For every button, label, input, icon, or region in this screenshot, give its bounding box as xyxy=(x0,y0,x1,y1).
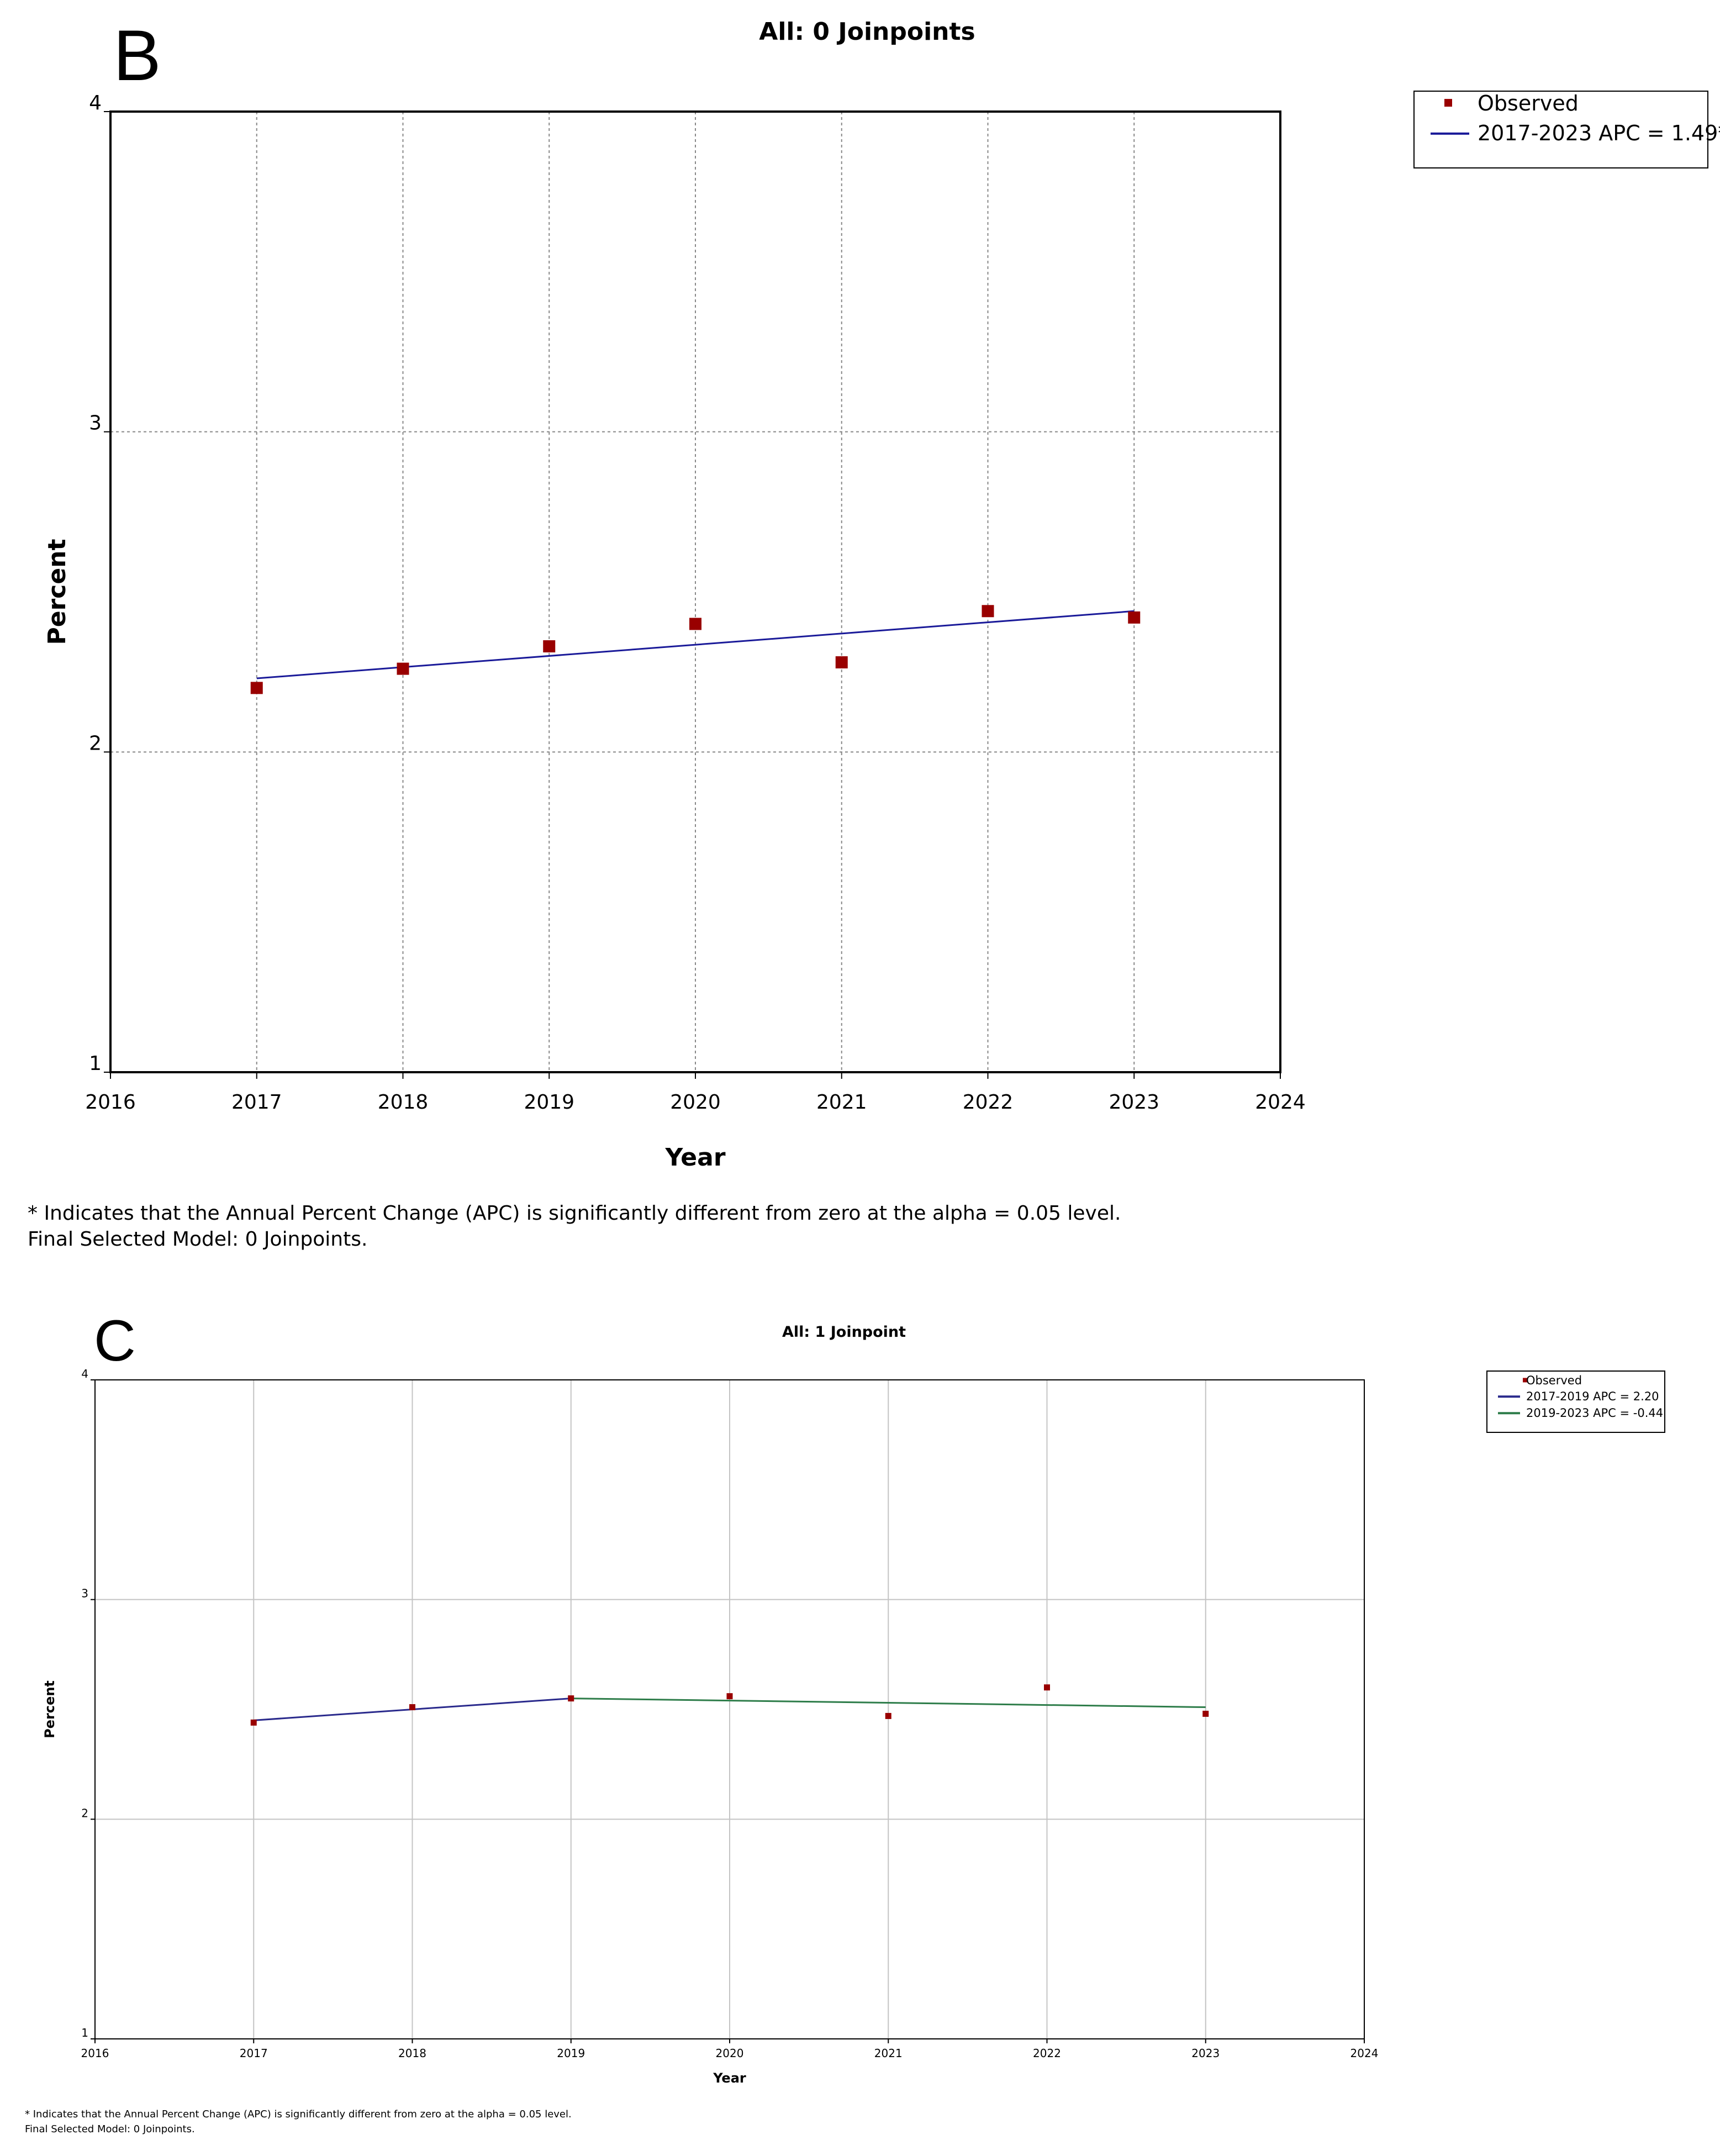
y-axis-label: Percent xyxy=(42,1680,57,1738)
observed-point xyxy=(250,1719,257,1726)
footnote-final-model: Final Selected Model: 0 Joinpoints. xyxy=(28,1228,367,1251)
observed-point xyxy=(543,640,556,653)
x-tick-label: 2020 xyxy=(716,2047,744,2060)
x-tick-label: 2023 xyxy=(1191,2047,1220,2060)
panel-letter: C xyxy=(94,1309,136,1373)
y-tick-label: 2 xyxy=(81,1806,88,1820)
observed-point xyxy=(250,682,263,694)
legend-observed-label: Observed xyxy=(1526,1374,1582,1387)
observed-point xyxy=(885,1712,891,1719)
x-tick-label: 2023 xyxy=(1109,1091,1159,1114)
panel-letter: B xyxy=(113,15,161,96)
panel-b: B All: 0 Joinpoints 1 2 3 4 2016 2017 2018 2019 20… xyxy=(28,15,1720,1251)
y-tick-label: 1 xyxy=(81,2026,88,2039)
observed-point xyxy=(1044,1684,1050,1691)
x-tick-label: 2022 xyxy=(963,1091,1014,1114)
x-tick-label: 2018 xyxy=(378,1091,429,1114)
legend-observed-swatch xyxy=(1444,99,1452,107)
x-tick-label: 2021 xyxy=(874,2047,903,2060)
x-tick-label: 2024 xyxy=(1350,2047,1379,2060)
observed-point xyxy=(568,1695,574,1702)
observed-point xyxy=(1128,611,1141,624)
chart-title: All: 0 Joinpoints xyxy=(759,18,975,46)
footnote-significance: * Indicates that the Annual Percent Chan… xyxy=(25,2108,572,2120)
observed-point xyxy=(409,1704,415,1711)
legend-segment-label: 2017-2023 APC = 1.49* xyxy=(1478,121,1720,145)
legend-segment-label: 2019-2023 APC = -0.44 xyxy=(1526,1406,1663,1420)
y-tick-label: 2 xyxy=(89,732,102,755)
x-tick-label: 2021 xyxy=(816,1091,867,1114)
footnote-significance: * Indicates that the Annual Percent Chan… xyxy=(28,1202,1121,1225)
x-axis-label: Year xyxy=(713,2070,746,2086)
legend-observed-swatch xyxy=(1523,1378,1527,1383)
legend-segment-label: 2017-2019 APC = 2.20 xyxy=(1526,1390,1659,1403)
x-tick-label: 2019 xyxy=(524,1091,574,1114)
x-axis-label: Year xyxy=(664,1143,725,1172)
x-tick-label: 2017 xyxy=(240,2047,268,2060)
observed-point xyxy=(397,662,409,675)
y-tick-label: 3 xyxy=(89,412,102,435)
fit-segment-2 xyxy=(571,1698,1206,1709)
observed-point xyxy=(689,618,701,630)
y-axis-label: Percent xyxy=(43,539,71,645)
y-tick-label: 4 xyxy=(89,92,102,114)
observed-point xyxy=(1202,1710,1209,1717)
footnote-final-model: Final Selected Model: 0 Joinpoints. xyxy=(25,2123,195,2135)
x-tick-label: 2024 xyxy=(1255,1091,1306,1114)
y-tick-label: 3 xyxy=(81,1587,88,1600)
legend-observed-label: Observed xyxy=(1478,91,1579,115)
chart-title: All: 1 Joinpoint xyxy=(782,1324,906,1341)
x-tick-label: 2016 xyxy=(81,2047,109,2060)
observed-point xyxy=(982,605,994,618)
x-tick-label: 2017 xyxy=(231,1091,282,1114)
panel-c: C All: 1 Joinpoint 1 2 3 4 2016 2017 2018 2019 202… xyxy=(25,1309,1665,2135)
legend-box xyxy=(1486,1370,1665,1433)
observed-point xyxy=(726,1693,733,1700)
x-tick-label: 2022 xyxy=(1033,2047,1061,2060)
x-tick-label: 2018 xyxy=(398,2047,426,2060)
x-tick-label: 2020 xyxy=(670,1091,721,1114)
y-tick-label: 1 xyxy=(89,1052,102,1075)
legend-box xyxy=(1413,91,1708,168)
x-tick-label: 2016 xyxy=(85,1091,136,1114)
y-tick-label: 4 xyxy=(81,1367,88,1380)
observed-point xyxy=(835,656,848,669)
x-tick-label: 2019 xyxy=(557,2047,585,2060)
